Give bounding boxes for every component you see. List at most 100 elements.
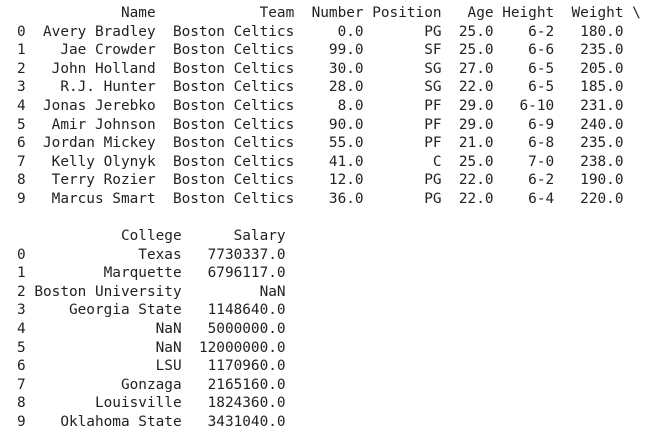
cell-salary: NaN: [182, 284, 286, 300]
cell-number: 55.0: [294, 135, 363, 151]
table-header: Name Team Number Position Age Height Wei…: [17, 4, 641, 23]
row-index: 6: [17, 358, 34, 374]
cell-height: 6-5: [494, 61, 555, 77]
cell-height: 6-10: [494, 98, 555, 114]
cell-team: Boston Celtics: [156, 172, 295, 188]
row-index: 5: [17, 117, 34, 133]
row-index: 3: [17, 79, 34, 95]
cell-weight: 205.0: [554, 61, 623, 77]
cell-number: 90.0: [294, 117, 363, 133]
cell-college: Texas: [34, 247, 181, 263]
cell-age: 21.0: [442, 135, 494, 151]
cell-name: Terry Rozier: [34, 172, 155, 188]
cell-age: 22.0: [442, 172, 494, 188]
cell-salary: 2165160.0: [182, 377, 286, 393]
row-index: 3: [17, 302, 34, 318]
row-index: 5: [17, 340, 34, 356]
line-continuation-marker: \: [624, 5, 641, 21]
cell-weight: 235.0: [554, 42, 623, 58]
cell-college: LSU: [34, 358, 181, 374]
row-index: 4: [17, 321, 34, 337]
row-index: 1: [17, 265, 34, 281]
cell-salary: 1170960.0: [182, 358, 286, 374]
dataframe-output-part-2: College Salary 0 Texas 7730337.0 1 Marque…: [17, 227, 286, 432]
table-row: 0 Avery Bradley Boston Celtics 0.0 PG 25…: [17, 23, 641, 42]
cell-number: 36.0: [294, 191, 363, 207]
cell-college: Louisville: [34, 395, 181, 411]
cell-salary: 1824360.0: [182, 395, 286, 411]
table-row: 5 Amir Johnson Boston Celtics 90.0 PF 29…: [17, 116, 641, 135]
cell-team: Boston Celtics: [156, 135, 295, 151]
cell-age: 29.0: [442, 98, 494, 114]
cell-height: 6-8: [494, 135, 555, 151]
cell-college: NaN: [34, 340, 181, 356]
cell-name: Marcus Smart: [34, 191, 155, 207]
cell-age: 27.0: [442, 61, 494, 77]
cell-height: 6-2: [494, 172, 555, 188]
cell-position: PG: [364, 172, 442, 188]
cell-name: R.J. Hunter: [34, 79, 155, 95]
cell-age: 22.0: [442, 79, 494, 95]
index-header-spacer: [17, 228, 34, 244]
row-index: 7: [17, 377, 34, 393]
table-row: 6 LSU 1170960.0: [17, 357, 286, 376]
cell-age: 25.0: [442, 42, 494, 58]
cell-college: Marquette: [34, 265, 181, 281]
table-row: 6 Jordan Mickey Boston Celtics 55.0 PF 2…: [17, 134, 641, 153]
table-row: 1 Marquette 6796117.0: [17, 264, 286, 283]
cell-number: 41.0: [294, 154, 363, 170]
cell-college: Oklahoma State: [34, 414, 181, 430]
table-row: 8 Louisville 1824360.0: [17, 394, 286, 413]
row-index: 2: [17, 61, 34, 77]
row-index: 7: [17, 154, 34, 170]
cell-age: 29.0: [442, 117, 494, 133]
cell-age: 25.0: [442, 24, 494, 40]
table-header: College Salary: [17, 227, 286, 246]
table-row: 9 Marcus Smart Boston Celtics 36.0 PG 22…: [17, 190, 641, 209]
table-row: 8 Terry Rozier Boston Celtics 12.0 PG 22…: [17, 171, 641, 190]
cell-weight: 240.0: [554, 117, 623, 133]
table-row: 5 NaN 12000000.0: [17, 339, 286, 358]
index-header-spacer: [17, 5, 34, 21]
cell-salary: 7730337.0: [182, 247, 286, 263]
cell-weight: 220.0: [554, 191, 623, 207]
cell-name: Jordan Mickey: [34, 135, 155, 151]
cell-salary: 5000000.0: [182, 321, 286, 337]
table-row: 3 R.J. Hunter Boston Celtics 28.0 SG 22.…: [17, 78, 641, 97]
row-index: 6: [17, 135, 34, 151]
cell-position: PF: [364, 117, 442, 133]
cell-name: Avery Bradley: [34, 24, 155, 40]
row-index: 0: [17, 24, 34, 40]
row-index: 9: [17, 191, 34, 207]
cell-salary: 1148640.0: [182, 302, 286, 318]
row-index: 8: [17, 395, 34, 411]
column-header-college: College: [34, 228, 181, 244]
cell-salary: 3431040.0: [182, 414, 286, 430]
column-header-number: Number: [294, 5, 363, 21]
table-row: 4 NaN 5000000.0: [17, 320, 286, 339]
cell-height: 7-0: [494, 154, 555, 170]
cell-college: Boston University: [34, 284, 181, 300]
cell-weight: 180.0: [554, 24, 623, 40]
column-header-team: Team: [156, 5, 295, 21]
cell-weight: 190.0: [554, 172, 623, 188]
cell-salary: 12000000.0: [182, 340, 286, 356]
cell-team: Boston Celtics: [156, 42, 295, 58]
column-header-weight: Weight: [554, 5, 623, 21]
table-row: 0 Texas 7730337.0: [17, 246, 286, 265]
table-row: 9 Oklahoma State 3431040.0: [17, 413, 286, 432]
dataframe-output-part-1: Name Team Number Position Age Height Wei…: [17, 4, 641, 209]
table-row: 3 Georgia State 1148640.0: [17, 301, 286, 320]
cell-college: Georgia State: [34, 302, 181, 318]
cell-height: 6-9: [494, 117, 555, 133]
cell-team: Boston Celtics: [156, 61, 295, 77]
table-body: 0 Avery Bradley Boston Celtics 0.0 PG 25…: [17, 23, 641, 209]
column-header-position: Position: [364, 5, 442, 21]
table-row: 7 Gonzaga 2165160.0: [17, 376, 286, 395]
cell-name: Kelly Olynyk: [34, 154, 155, 170]
cell-age: 25.0: [442, 154, 494, 170]
cell-salary: 6796117.0: [182, 265, 286, 281]
cell-position: PG: [364, 24, 442, 40]
cell-position: C: [364, 154, 442, 170]
cell-team: Boston Celtics: [156, 191, 295, 207]
